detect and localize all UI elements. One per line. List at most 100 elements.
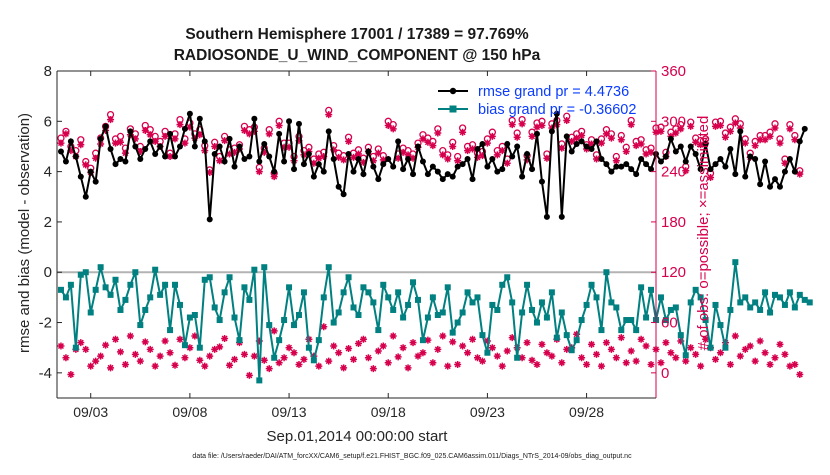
obs-assimilated-marker — [493, 151, 501, 159]
bias-point — [152, 266, 159, 273]
rmse-point — [583, 143, 590, 150]
obs-lower-marker — [97, 352, 105, 360]
bias-point — [717, 322, 724, 329]
bias-point — [330, 319, 337, 326]
bias-point — [524, 281, 531, 288]
obs-assimilated-marker — [374, 149, 382, 157]
bias-point — [801, 296, 808, 303]
obs-lower-marker — [523, 339, 531, 347]
obs-lower-marker — [176, 335, 184, 343]
rmse-point — [623, 161, 630, 168]
obs-assimilated-marker — [756, 136, 764, 144]
obs-assimilated-marker — [216, 157, 224, 165]
rmse-point — [524, 151, 531, 158]
rmse-point — [429, 163, 436, 170]
obs-lower-marker — [697, 362, 705, 370]
obs-lower-marker — [136, 357, 144, 365]
rmse-point — [162, 153, 169, 160]
obs-assimilated-marker — [146, 131, 154, 139]
obs-assimilated-marker — [211, 142, 219, 150]
rmse-point — [87, 168, 94, 175]
obs-lower-marker — [216, 343, 224, 351]
rmse-point — [335, 183, 342, 190]
rmse-point — [414, 143, 421, 150]
obs-lower-marker — [776, 340, 784, 348]
rmse-point — [67, 138, 74, 145]
obs-assimilated-marker — [340, 156, 348, 164]
bias-point — [62, 294, 69, 301]
bias-point — [638, 284, 645, 291]
obs-assimilated-marker — [240, 127, 248, 135]
y-tick-right-label: 0 — [661, 365, 669, 382]
bias-point — [608, 299, 615, 306]
bias-point — [538, 299, 545, 306]
obs-lower-marker — [473, 354, 481, 362]
rmse-point — [772, 176, 779, 183]
obs-assimilated-marker — [478, 152, 486, 160]
rmse-point — [246, 153, 253, 160]
obs-assimilated-marker — [320, 153, 328, 161]
bias-point — [147, 294, 154, 301]
bias-point — [633, 327, 640, 334]
obs-assimilated-marker — [245, 130, 253, 138]
rmse-point — [157, 143, 164, 150]
bias-point — [107, 291, 114, 298]
bias-point — [776, 294, 783, 301]
obs-lower-marker — [354, 340, 362, 347]
bias-point — [310, 357, 317, 364]
bias-point — [201, 276, 208, 283]
obs-assimilated-marker — [300, 151, 308, 159]
rmse-point — [330, 156, 337, 163]
x-axis-ticks: 09/03 09/08 09/13 09/18 09/23 09/28 — [73, 71, 604, 420]
bias-point — [191, 311, 198, 318]
obs-assimilated-marker — [513, 133, 521, 141]
obs-assimilated-marker — [597, 139, 605, 147]
obs-lower-marker — [186, 344, 194, 352]
rmse-point — [241, 156, 248, 163]
obs-assimilated-marker — [488, 132, 496, 140]
rmse-point — [320, 168, 327, 175]
rmse-point — [62, 158, 69, 165]
obs-assimilated-marker — [285, 143, 293, 151]
obs-lower-marker — [726, 360, 734, 368]
obs-assimilated-marker — [573, 134, 581, 142]
rmse-point — [598, 156, 605, 163]
obs-lower-marker — [548, 352, 556, 360]
rmse-point — [672, 148, 679, 155]
obs-assimilated-marker — [568, 137, 576, 145]
rmse-point — [117, 156, 124, 163]
obs-lower-marker — [201, 362, 209, 370]
rmse-point — [360, 171, 367, 178]
obs-lower-marker — [429, 359, 437, 367]
obs-assimilated-marker — [424, 138, 432, 146]
obs-assimilated-marker — [206, 168, 214, 176]
bias-point — [360, 284, 367, 291]
obs-assimilated-marker — [394, 154, 402, 162]
bias-point — [623, 317, 630, 324]
rmse-point — [147, 138, 154, 145]
bias-point — [246, 296, 253, 303]
obs-assimilated-marker — [578, 132, 586, 140]
bias-point — [563, 332, 570, 339]
obs-lower-marker — [191, 332, 199, 340]
obs-lower-marker — [77, 339, 85, 347]
obs-assimilated-marker — [751, 142, 759, 150]
obs-assimilated-marker — [112, 139, 120, 147]
bias-point — [286, 284, 293, 291]
obs-assimilated-marker — [469, 145, 477, 153]
obs-lower-marker — [766, 360, 774, 368]
obs-assimilated-marker — [409, 154, 417, 162]
bias-point — [697, 294, 704, 301]
bias-point — [295, 311, 302, 318]
rmse-point — [191, 143, 198, 150]
y-tick-left-label: -2 — [39, 315, 52, 332]
bias-point — [692, 286, 699, 293]
rmse-point — [57, 148, 64, 155]
obs-assimilated-marker — [543, 154, 551, 162]
obs-lower-marker — [687, 344, 695, 352]
obs-lower-marker — [62, 354, 70, 362]
bias-point — [176, 301, 183, 308]
bias-point — [449, 329, 456, 336]
obs-lower-marker — [340, 364, 348, 372]
